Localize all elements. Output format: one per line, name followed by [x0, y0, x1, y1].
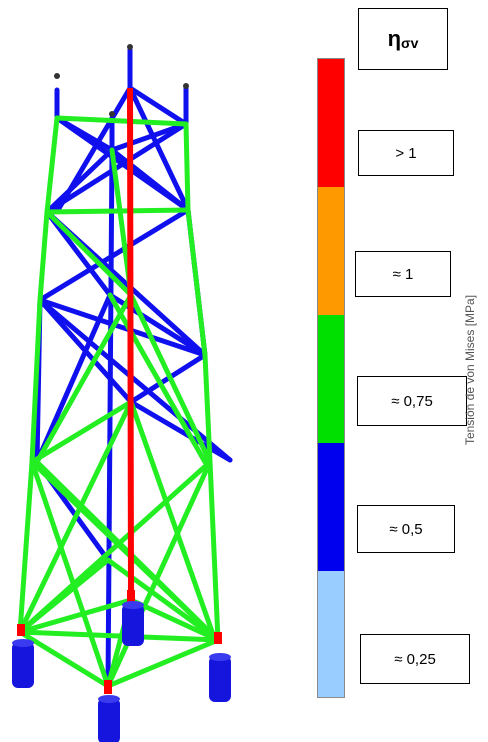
jacket-tower-model [12, 44, 233, 742]
colorbar-segment-lightblue [318, 571, 344, 697]
legend-label-approx-025: ≈ 0,25 [360, 634, 470, 684]
green-braces [17, 115, 221, 689]
colorbar-segment-blue [318, 443, 344, 571]
legend-label-approx-1: ≈ 1 [355, 251, 451, 297]
stress-colorbar [317, 58, 345, 698]
colorbar-segment-green [318, 315, 344, 443]
red-leg [127, 87, 134, 601]
colorbar-axis-label-text: Tensión de von Mises [MPa] [463, 294, 477, 446]
legend-title-box: η σv [358, 8, 448, 70]
legend-label-approx-05: ≈ 0,5 [357, 505, 455, 553]
legend-label-approx-075: ≈ 0,75 [357, 376, 467, 426]
foundations [12, 601, 231, 742]
tip-caps [54, 44, 189, 117]
red-joints [17, 590, 222, 694]
legend-title-main: η [387, 26, 402, 51]
legend-label-above-1: > 1 [358, 130, 454, 176]
colorbar-segment-orange [318, 187, 344, 315]
colorbar-segment-red [318, 59, 344, 187]
legend-title-sub: σv [401, 35, 419, 51]
